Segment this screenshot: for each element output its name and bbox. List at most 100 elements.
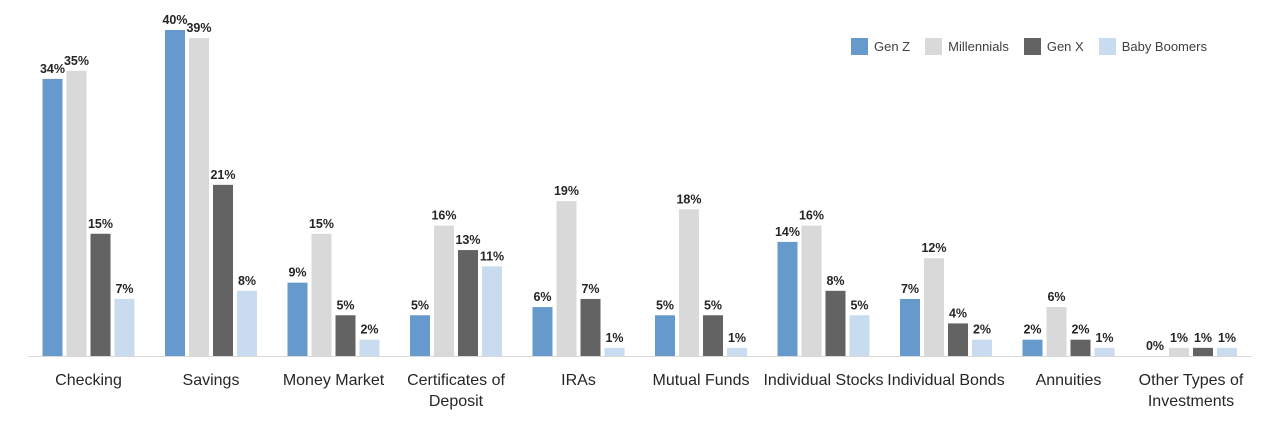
data-label-gen-x-other-types-of-investments: 1% [1194,331,1212,345]
bar-baby-boomers-savings [237,290,257,356]
data-label-gen-x-individual-stocks: 8% [826,274,844,288]
legend-item-millennials: Millennials [925,38,1009,55]
data-label-gen-x-checking: 15% [88,217,113,231]
legend-swatch-baby-boomers [1098,38,1116,55]
legend-item-gen-x: Gen X [1023,38,1084,55]
bar-baby-boomers-money-market [359,339,380,356]
bar-millennials-individual-stocks [801,225,822,356]
bar-gen-x-savings [213,184,233,356]
data-label-millennials-savings: 39% [186,21,211,35]
data-label-gen-x-money-market: 5% [336,298,354,312]
data-label-gen-z-mutual-funds: 5% [656,298,674,312]
data-label-baby-boomers-annuities: 1% [1095,331,1113,345]
legend-swatch-millennials [925,38,943,55]
bar-baby-boomers-mutual-funds [727,347,747,356]
bar-gen-z-annuities [1022,339,1043,356]
bar-millennials-certificates-of-deposit [434,225,454,356]
legend-swatch-gen-z [851,38,868,55]
bar-baby-boomers-checking [114,298,135,356]
data-label-millennials-other-types-of-investments: 1% [1170,331,1188,345]
bar-gen-x-certificates-of-deposit [458,250,478,356]
bar-gen-z-iras [532,307,553,356]
data-label-baby-boomers-certificates-of-deposit: 11% [480,249,504,263]
data-label-gen-x-individual-bonds: 4% [949,306,967,320]
data-label-gen-z-money-market: 9% [288,266,306,280]
data-label-baby-boomers-checking: 7% [115,282,133,296]
bar-gen-z-individual-stocks [777,241,798,356]
bar-gen-z-money-market [287,282,308,356]
legend-item-gen-z: Gen Z [851,38,910,55]
category-label-certificates-of-deposit: Certificates of Deposit [407,372,505,410]
bar-gen-z-individual-bonds [900,298,920,356]
bar-gen-x-individual-stocks [825,290,846,356]
bar-millennials-annuities [1046,307,1067,356]
data-label-gen-z-individual-bonds: 7% [901,282,919,296]
legend-label-baby-boomers: Baby Boomers [1121,39,1207,54]
bar-baby-boomers-individual-bonds [972,339,992,356]
data-label-gen-z-savings: 40% [162,13,187,27]
bar-gen-z-mutual-funds [655,315,675,356]
legend-label-millennials: Millennials [948,39,1009,54]
data-label-millennials-individual-stocks: 16% [799,209,824,223]
data-label-gen-x-iras: 7% [581,282,599,296]
data-label-baby-boomers-iras: 1% [605,331,623,345]
data-label-gen-z-certificates-of-deposit: 5% [411,298,429,312]
legend-label-gen-z: Gen Z [874,39,911,54]
data-label-gen-z-other-types-of-investments: 0% [1146,339,1164,353]
data-label-gen-x-annuities: 2% [1071,323,1089,337]
data-label-gen-x-mutual-funds: 5% [704,298,722,312]
category-label-iras: IRAs [561,372,596,389]
bar-millennials-iras [556,201,577,356]
bar-gen-x-checking [90,233,111,356]
bar-gen-z-savings [165,30,185,356]
data-label-millennials-annuities: 6% [1047,290,1065,304]
category-label-individual-bonds: Individual Bonds [887,372,1004,389]
bar-millennials-mutual-funds [679,209,699,356]
category-label-mutual-funds: Mutual Funds [653,372,750,389]
bar-baby-boomers-certificates-of-deposit [482,266,502,356]
bar-baby-boomers-other-types-of-investments [1217,347,1237,356]
category-label-individual-stocks: Individual Stocks [763,372,883,389]
bar-millennials-checking [66,70,87,356]
bar-millennials-other-types-of-investments [1169,347,1189,356]
legend-item-baby-boomers: Baby Boomers [1098,38,1207,55]
bar-gen-x-other-types-of-investments [1193,347,1213,356]
bar-gen-z-checking [42,78,63,357]
data-label-gen-z-checking: 34% [40,62,65,76]
category-label-other-types-of-investments: Other Types of Investments [1139,372,1244,410]
data-label-gen-x-certificates-of-deposit: 13% [455,233,480,247]
category-label-annuities: Annuities [1036,372,1102,389]
bar-gen-x-individual-bonds [948,323,968,356]
data-label-gen-z-iras: 6% [533,290,551,304]
category-label-checking: Checking [55,372,122,389]
legend: Gen Z Millennials Gen X Baby Boomers [851,38,1222,55]
bar-gen-x-money-market [335,315,356,356]
data-label-millennials-money-market: 15% [309,217,334,231]
bar-gen-z-certificates-of-deposit [410,315,430,356]
bar-gen-x-annuities [1070,339,1091,356]
data-label-millennials-certificates-of-deposit: 16% [431,209,456,223]
data-label-millennials-individual-bonds: 12% [921,241,946,255]
category-label-money-market: Money Market [283,372,385,389]
bar-baby-boomers-individual-stocks [849,315,870,356]
data-label-baby-boomers-individual-stocks: 5% [850,298,868,312]
bar-baby-boomers-annuities [1094,347,1115,356]
data-label-gen-z-individual-stocks: 14% [775,225,800,239]
bar-baby-boomers-iras [604,347,625,356]
category-label-savings: Savings [183,372,240,389]
bar-gen-x-iras [580,298,601,356]
data-label-baby-boomers-mutual-funds: 1% [728,331,746,345]
bar-millennials-money-market [311,233,332,356]
data-label-baby-boomers-other-types-of-investments: 1% [1218,331,1236,345]
data-label-baby-boomers-savings: 8% [238,274,256,288]
data-label-millennials-iras: 19% [554,184,579,198]
data-label-millennials-mutual-funds: 18% [676,192,701,206]
bar-millennials-individual-bonds [924,258,944,356]
bar-millennials-savings [189,38,209,357]
data-label-gen-x-savings: 21% [210,168,235,182]
data-label-baby-boomers-money-market: 2% [360,323,378,337]
data-label-millennials-checking: 35% [64,54,89,68]
data-label-baby-boomers-individual-bonds: 2% [973,323,991,337]
